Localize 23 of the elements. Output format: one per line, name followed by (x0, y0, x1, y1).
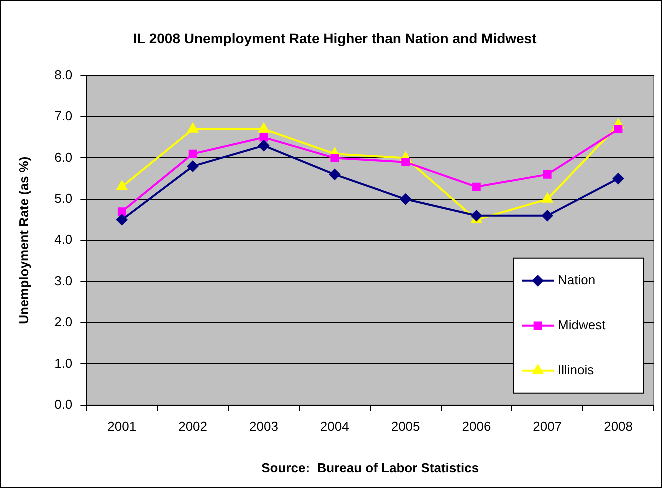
y-tick-label: 2.0 (54, 314, 73, 330)
legend-label: Nation (558, 272, 596, 288)
x-tick-label: 2008 (604, 418, 634, 434)
x-tick-label: 2007 (533, 418, 562, 434)
y-tick-label: 4.0 (54, 232, 73, 248)
y-tick-label: 1.0 (54, 356, 73, 371)
x-tick-label: 2005 (391, 418, 420, 434)
y-tick-label: 8.0 (54, 67, 73, 82)
source-note: Source: Bureau of Labor Statistics (262, 460, 480, 476)
x-tick-label: 2006 (462, 418, 492, 434)
x-tick-label: 2004 (320, 418, 350, 434)
x-tick-label: 2002 (178, 418, 208, 434)
x-tick-label: 2001 (108, 418, 137, 434)
y-axis-title: Unemployment Rate (as %) (16, 156, 32, 324)
chart-title: IL 2008 Unemployment Rate Higher than Nation and Midwest (133, 30, 538, 46)
y-tick-label: 6.0 (54, 150, 73, 165)
y-tick-label: 7.0 (54, 108, 73, 124)
y-tick-label: 0.0 (54, 396, 73, 412)
legend-label: Illinois (558, 362, 595, 378)
y-tick-label: 5.0 (54, 190, 73, 206)
x-tick-label: 2003 (250, 418, 278, 434)
y-tick-label: 3.0 (54, 273, 73, 288)
legend-label: Midwest (558, 317, 606, 332)
